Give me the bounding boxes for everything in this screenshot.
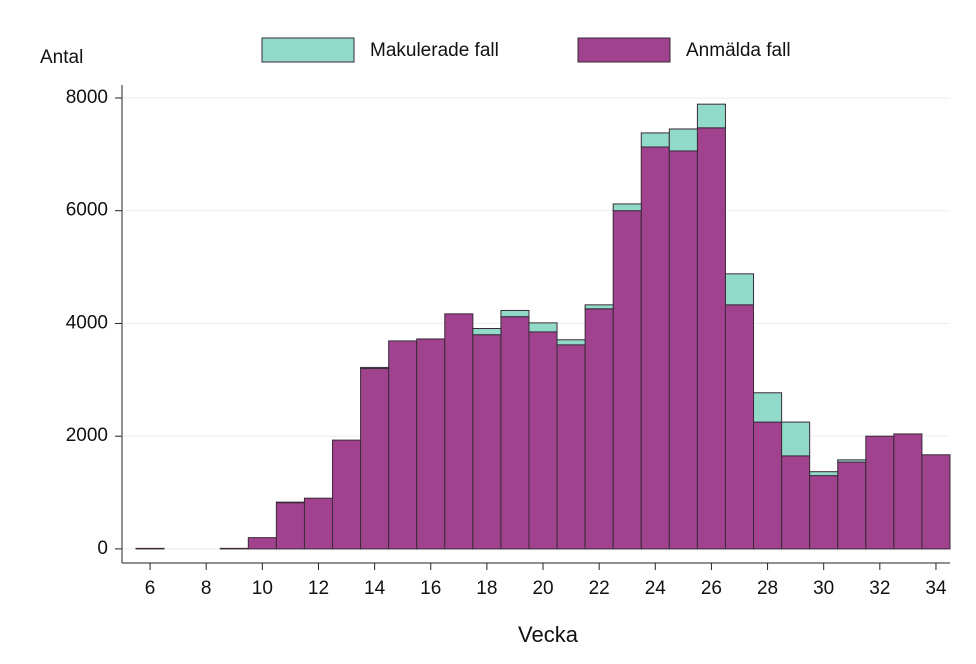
bar (612, 210, 642, 550)
y-tick-label: 0 (97, 538, 108, 559)
legend-swatch (577, 37, 671, 63)
bar (640, 146, 670, 550)
bar (444, 313, 474, 550)
bar (584, 304, 614, 310)
bar (556, 344, 586, 550)
bar (893, 433, 923, 550)
bar (303, 497, 334, 550)
bar (584, 308, 614, 550)
x-tick-label: 22 (589, 578, 610, 599)
bar (388, 340, 418, 550)
bar (837, 461, 867, 550)
x-tick-label: 30 (813, 578, 834, 599)
x-tick-label: 20 (532, 578, 553, 599)
bar (781, 421, 811, 457)
y-tick-label: 2000 (66, 425, 108, 446)
bar (781, 455, 811, 550)
x-tick-label: 18 (476, 578, 497, 599)
y-axis-label: Antal (40, 47, 83, 68)
bar (809, 475, 839, 550)
x-tick-label: 6 (145, 578, 156, 599)
bar (416, 338, 446, 550)
x-tick-label: 14 (364, 578, 386, 599)
bar (753, 392, 783, 423)
bar (332, 439, 362, 550)
legend-swatch (261, 37, 355, 63)
x-tick-label: 16 (420, 578, 441, 599)
legend-label: Anmälda fall (686, 40, 791, 61)
bar (275, 502, 305, 550)
bar (753, 421, 783, 550)
y-tick-label: 6000 (66, 200, 108, 221)
bar (472, 334, 502, 550)
y-tick-label: 4000 (66, 312, 108, 333)
bar (528, 331, 558, 550)
bar (612, 203, 642, 212)
bar (135, 547, 165, 550)
bar (247, 537, 277, 550)
bar (472, 328, 502, 336)
bar (696, 127, 726, 550)
bar (275, 501, 305, 504)
x-tick-label: 26 (701, 578, 722, 599)
x-tick-label: 34 (925, 578, 947, 599)
bar (360, 368, 390, 550)
bar (668, 150, 698, 550)
x-tick-label: 8 (201, 578, 212, 599)
bar (809, 471, 839, 477)
bar (219, 547, 249, 550)
bar (724, 273, 755, 306)
bar (837, 459, 867, 463)
bar (556, 339, 586, 346)
bar (500, 316, 530, 550)
bar (360, 366, 390, 370)
bar (640, 132, 670, 148)
bar (921, 454, 951, 550)
x-axis-label: Vecka (518, 622, 579, 647)
bar (528, 322, 558, 333)
bar (668, 128, 698, 152)
y-tick-label: 8000 (66, 87, 108, 108)
x-tick-label: 10 (252, 578, 273, 599)
bar (865, 435, 895, 550)
x-tick-label: 28 (757, 578, 778, 599)
x-tick-label: 12 (308, 578, 329, 599)
bar (500, 309, 530, 318)
x-tick-label: 32 (869, 578, 890, 599)
x-tick-label: 24 (645, 578, 667, 599)
bar (724, 304, 755, 550)
bar (696, 103, 726, 129)
legend-label: Makulerade fall (370, 40, 499, 61)
